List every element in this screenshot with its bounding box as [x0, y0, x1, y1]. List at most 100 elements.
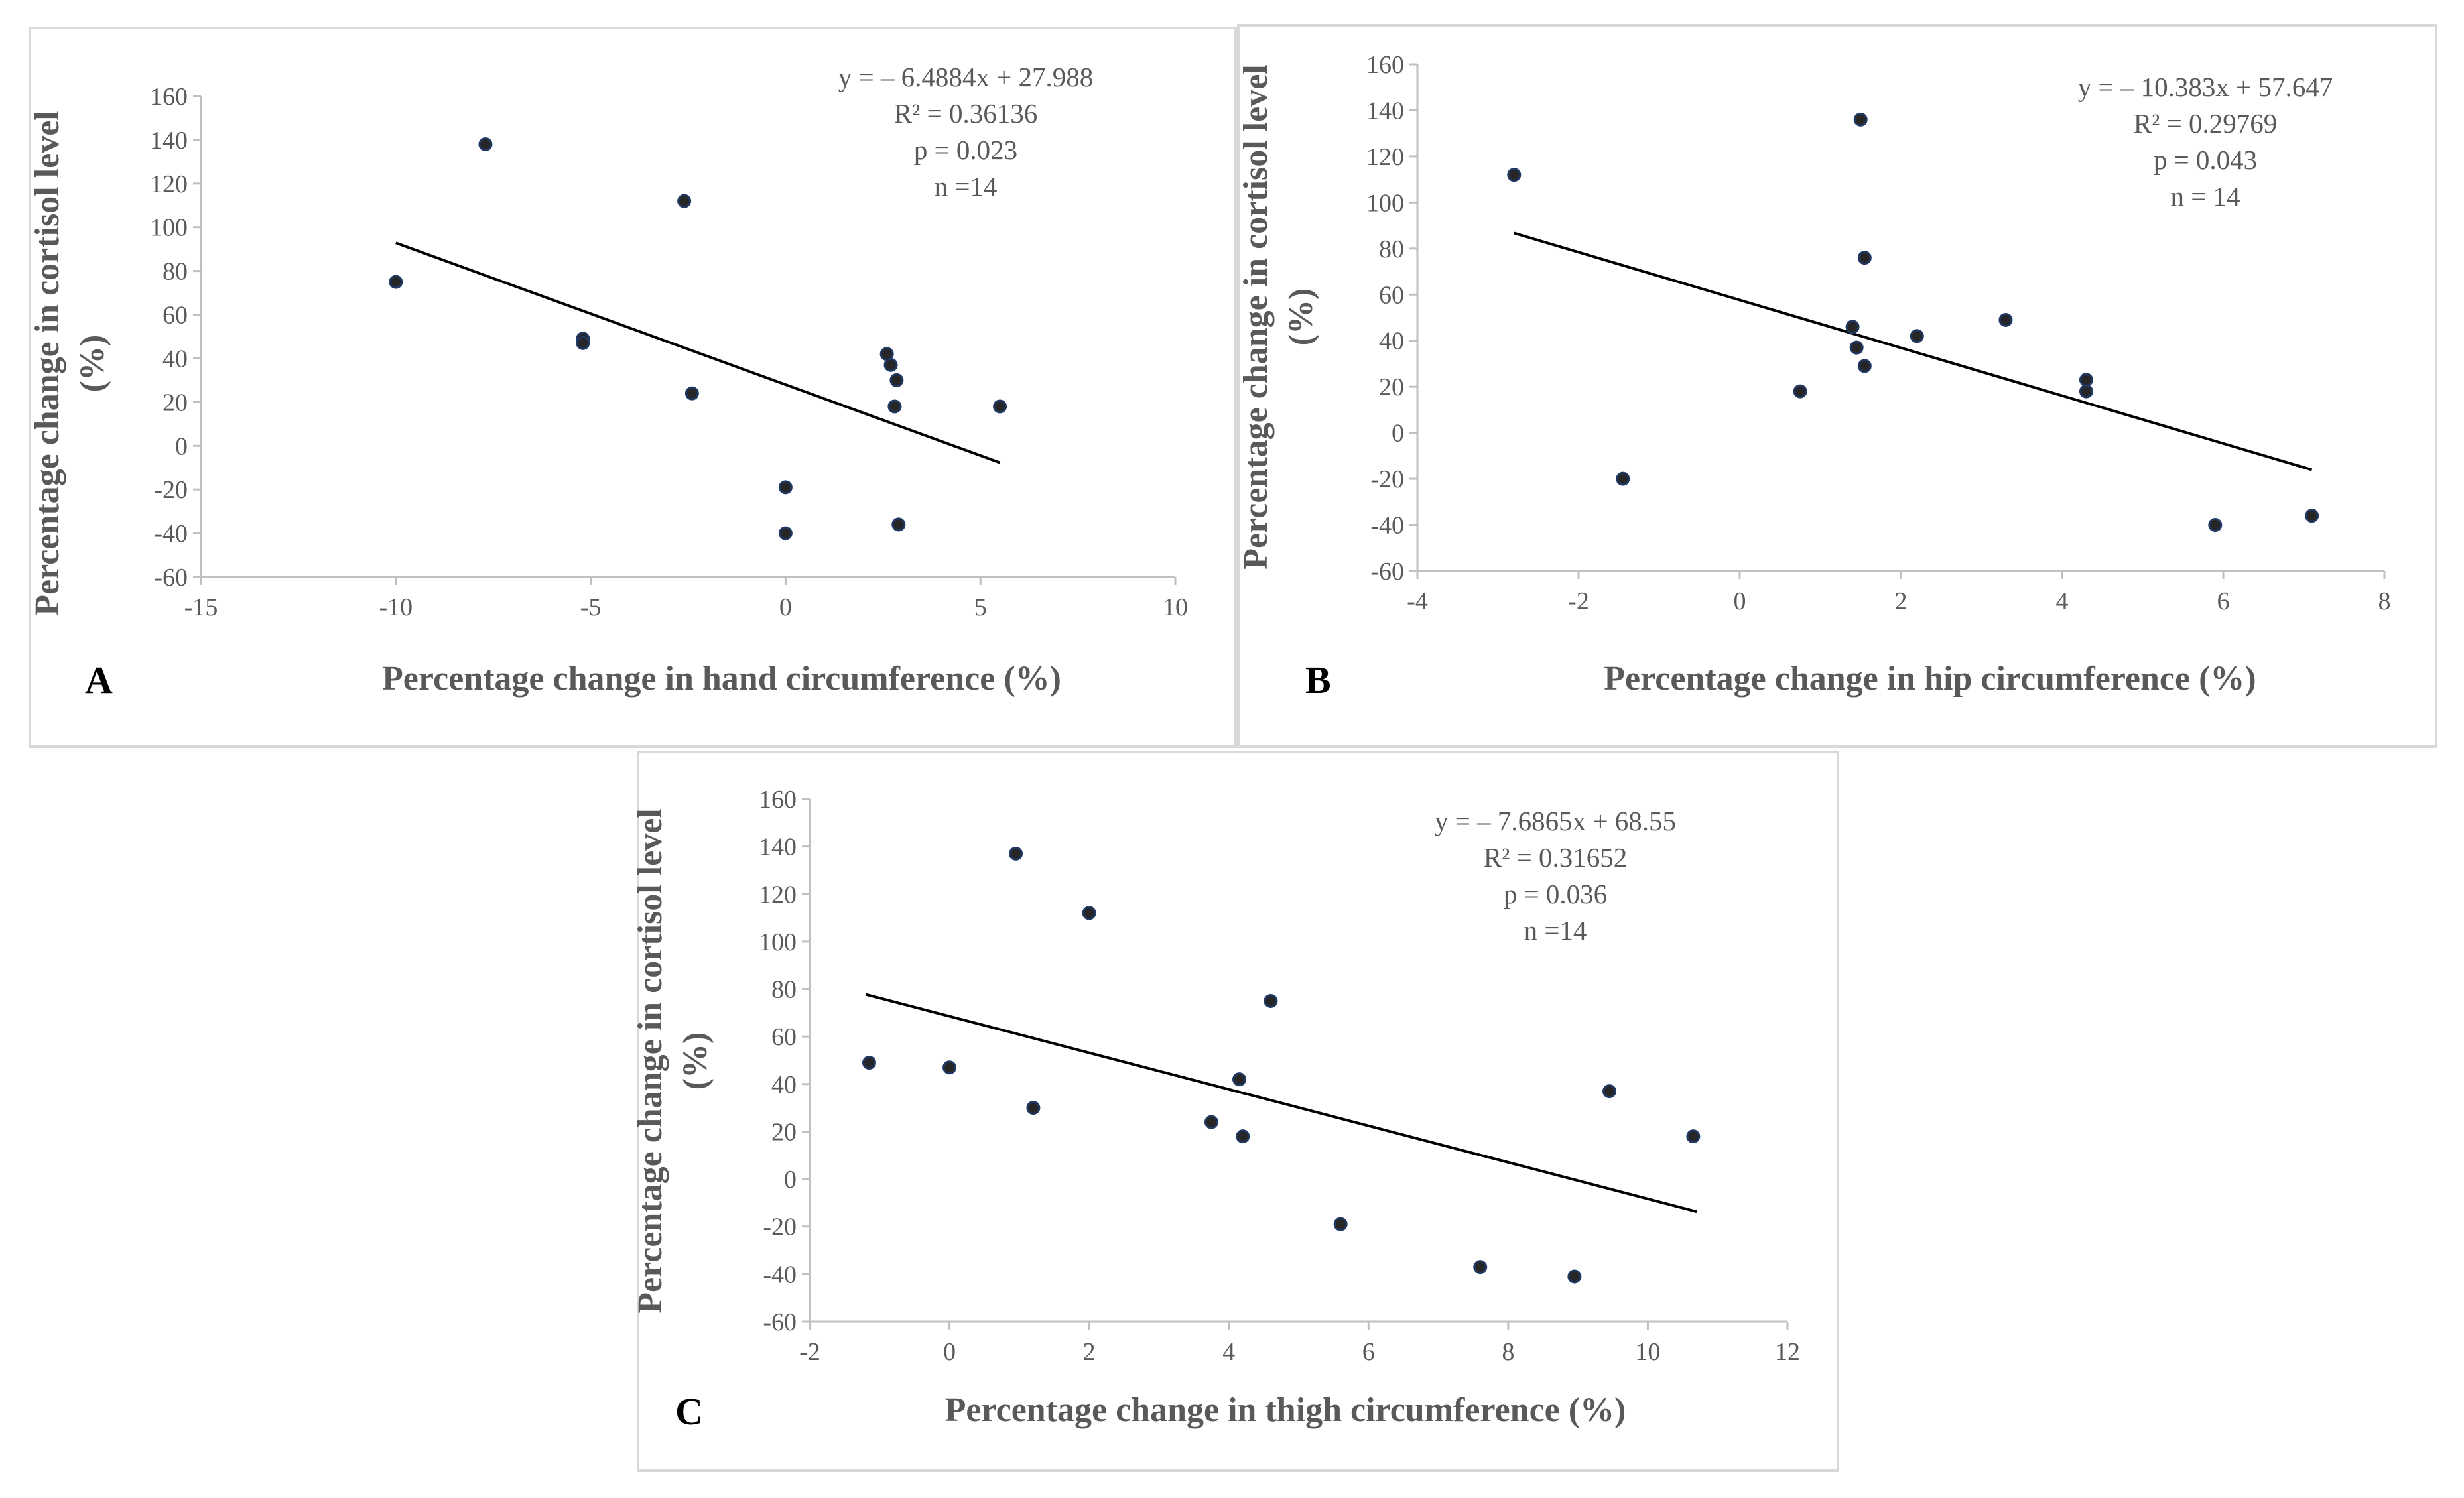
chart-a-y-tick-label: 140	[150, 127, 188, 155]
chart-panel-b	[1237, 24, 2437, 748]
chart-b-panel-label: B	[1305, 658, 1331, 702]
chart-c-x-tick-label: 8	[1502, 1338, 1514, 1366]
chart-c-data-point-2	[942, 1060, 957, 1075]
chart-b-data-point-5	[1849, 340, 1864, 355]
chart-a-annotation-line-3: p = 0.023	[914, 135, 1017, 165]
chart-b-y-tick-label: 140	[1366, 97, 1404, 125]
chart-c-y-tick-label: -40	[763, 1261, 797, 1288]
chart-b-y-tick-label: 160	[1366, 51, 1404, 79]
chart-b-y-tick-label: 120	[1366, 143, 1404, 171]
chart-b-annotation-line-1: y = – 10.383x + 57.647	[2078, 72, 2333, 102]
chart-b-data-point-12	[2079, 384, 2093, 399]
chart-b-data-point-11	[2079, 373, 2093, 387]
chart-b-y-tick-label: 80	[1379, 235, 1404, 263]
chart-b-data-point-4	[1845, 320, 1860, 334]
chart-b-x-tick-label: -4	[1407, 588, 1428, 615]
chart-b-y-tick-label: 0	[1392, 420, 1404, 448]
chart-c-trendline	[865, 993, 1697, 1214]
chart-a-y-tick-label: 0	[175, 432, 188, 460]
chart-a-y-axis-title: Percentage change in cortisol level	[29, 111, 66, 616]
chart-c-y-tick-label: 120	[759, 881, 797, 908]
chart-a-data-point-11	[887, 399, 902, 414]
chart-a-x-tick-label: -15	[184, 593, 218, 621]
chart-a-y-tick-label: -60	[154, 564, 188, 592]
chart-b-data-point-7	[1857, 251, 1872, 265]
chart-a-trendline	[395, 241, 1001, 464]
chart-a-data-point-14	[993, 399, 1007, 414]
chart-c-data-point-9	[1264, 993, 1278, 1008]
chart-a-data-point-8	[778, 526, 793, 540]
chart-b-x-tick-label: 2	[1895, 588, 1908, 615]
chart-c-y-tick-label: 20	[771, 1118, 797, 1146]
chart-panel-a	[29, 27, 1237, 748]
chart-a-y-tick-label: 20	[162, 389, 188, 416]
chart-c-data-point-1	[862, 1056, 876, 1070]
chart-a-x-axis-title: Percentage change in hand circumference …	[382, 660, 1061, 698]
chart-b-data-point-1	[1507, 168, 1522, 182]
chart-b-y-axis-title: Percentage change in cortisol level	[1237, 64, 1275, 570]
chart-b-x-tick-label: -2	[1568, 588, 1589, 615]
chart-b-trendline	[1514, 231, 2313, 471]
chart-c-y-tick-label: 80	[771, 976, 797, 1004]
chart-b-x-axis-title: Percentage change in hip circumference (…	[1604, 660, 2256, 698]
chart-a-y-tick-label: 120	[150, 170, 188, 198]
chart-a-data-point-4	[576, 336, 590, 350]
chart-b-data-point-13	[2208, 518, 2223, 532]
chart-a-data-point-7	[778, 480, 793, 495]
chart-c-y-tick-label: 160	[759, 786, 797, 814]
chart-a-x-tick-label: 0	[779, 593, 792, 621]
chart-c-data-point-4	[1026, 1101, 1041, 1115]
chart-b-y-tick-label: 20	[1379, 373, 1404, 401]
chart-c-data-point-8	[1236, 1129, 1250, 1144]
chart-a-y-tick-label: 60	[162, 302, 188, 330]
chart-a-annotation-line-2: R² = 0.36136	[894, 98, 1038, 129]
chart-a-data-point-10	[883, 357, 898, 372]
chart-c-data-point-11	[1473, 1260, 1488, 1275]
chart-b-annotation-line-4: n = 14	[2170, 181, 2240, 212]
chart-b-data-point-2	[1616, 471, 1630, 486]
chart-a-data-point-13	[891, 517, 906, 532]
chart-c-data-point-7	[1232, 1072, 1247, 1087]
chart-b-y-tick-label: 100	[1366, 189, 1404, 217]
chart-b-y-tick-label: -20	[1370, 466, 1404, 493]
chart-a-x-tick-label: 5	[974, 593, 987, 621]
chart-a-x-tick-label: -10	[379, 593, 413, 621]
chart-c-data-point-13	[1602, 1084, 1617, 1099]
chart-a-y-tick-label: -40	[154, 520, 188, 548]
chart-b-data-point-3	[1793, 384, 1807, 399]
chart-c-data-point-5	[1082, 906, 1096, 920]
chart-c-x-tick-label: 10	[1635, 1338, 1660, 1366]
chart-a-data-point-12	[889, 373, 904, 387]
chart-c-data-point-3	[1009, 846, 1023, 861]
chart-b-x-tick-label: 8	[2378, 588, 2391, 615]
chart-c-annotation-line-2: R² = 0.31652	[1484, 842, 1628, 873]
chart-b-annotation-line-2: R² = 0.29769	[2134, 108, 2278, 139]
chart-c-x-tick-label: 0	[943, 1338, 956, 1366]
chart-c-x-tick-label: 12	[1775, 1338, 1800, 1366]
chart-a-y-tick-label: -20	[154, 476, 188, 504]
chart-b-data-point-10	[1998, 312, 2013, 327]
chart-c-y-tick-label: 40	[771, 1071, 797, 1099]
chart-b-x-tick-label: 6	[2217, 588, 2230, 615]
chart-b-data-point-8	[1857, 359, 1872, 373]
chart-c-x-axis-title: Percentage change in thigh circumference…	[945, 1391, 1626, 1429]
chart-a-y-tick-label: 100	[150, 214, 188, 242]
chart-a-panel-label: A	[85, 658, 113, 702]
chart-c-data-point-10	[1333, 1217, 1348, 1231]
chart-a-data-point-2	[478, 137, 493, 151]
chart-c-x-tick-label: 4	[1222, 1338, 1235, 1366]
chart-c-y-tick-label: -20	[763, 1214, 797, 1241]
chart-a-x-tick-label: 10	[1163, 593, 1188, 621]
chart-a-y-tick-label: 40	[162, 345, 188, 373]
chart-c-y-tick-label: 100	[759, 928, 797, 956]
chart-c-panel-label: C	[675, 1390, 703, 1433]
chart-c-annotation-line-1: y = – 7.6865x + 68.55	[1435, 806, 1676, 836]
chart-a-x-tick-label: -5	[580, 593, 602, 621]
chart-b-data-point-9	[1910, 329, 1924, 343]
chart-b-y-tick-label: -40	[1370, 512, 1404, 540]
chart-a-data-point-5	[677, 194, 692, 208]
chart-c-y-tick-label: 60	[771, 1023, 797, 1051]
chart-c-data-point-12	[1567, 1269, 1582, 1284]
chart-b-x-tick-label: 4	[2056, 588, 2069, 615]
